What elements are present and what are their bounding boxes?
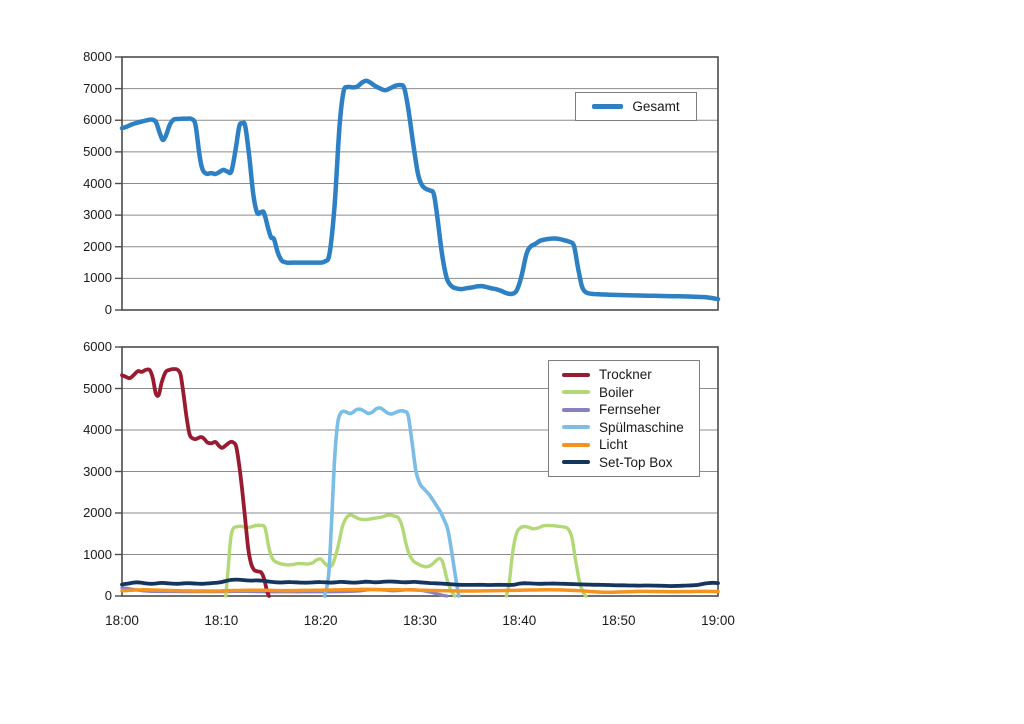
legend-swatch-boiler (562, 390, 590, 395)
x-axis-label: 18:50 (601, 613, 636, 628)
legend-label-gesamt: Gesamt (632, 99, 680, 114)
y-axis-label: 3000 (83, 463, 112, 479)
legend-swatch-gesamt (592, 104, 624, 109)
y-axis-label: 0 (104, 302, 112, 317)
series-line-trockner (120, 367, 271, 598)
plot-border (121, 346, 719, 597)
legend-swatch-set-top-box (562, 460, 590, 465)
y-axis-label: 2000 (83, 505, 112, 520)
plot-area-appliances (115, 346, 720, 598)
y-axis-label: 1000 (83, 270, 112, 286)
legend-label-fernseher: Fernseher (599, 402, 661, 418)
legend-label-trockner: Trockner (599, 367, 652, 383)
x-axis-label: 18:20 (303, 613, 338, 628)
plot-border (121, 56, 719, 311)
y-axis-label: 8000 (83, 49, 112, 64)
legend-label-sp-lmaschine: Spülmaschine (599, 419, 684, 435)
y-axis-label: 6000 (83, 339, 112, 354)
y-axis-label: 2000 (83, 238, 112, 254)
legend-swatch-licht (562, 442, 590, 447)
legend-item-fernseher: Fernseher (562, 401, 699, 419)
y-axis-label: 6000 (83, 112, 112, 128)
y-axis-label: 5000 (83, 143, 112, 159)
legend-label-licht: Licht (599, 437, 628, 453)
legend-swatch-sp-lmaschine (562, 425, 590, 430)
series-line-set-top-box (120, 577, 720, 588)
legend-appliances: Trockner Boiler Fernseher Spülmaschine Licht… (548, 360, 700, 477)
legend-item-licht: Licht (562, 436, 699, 454)
series-line-gesamt (119, 78, 721, 302)
legend-swatch-fernseher (562, 407, 590, 412)
x-axis-label: 18:00 (105, 613, 139, 628)
legend-item-set-top-box: Set-Top Box (562, 454, 699, 472)
series-line-boiler (504, 523, 588, 598)
legend-swatch-trockner (562, 372, 590, 377)
y-axis-label: 4000 (83, 175, 112, 191)
plot-area-gesamt (115, 56, 721, 311)
legend-item-boiler: Boiler (562, 384, 699, 402)
y-axis-label: 7000 (83, 80, 112, 96)
legend-item-gesamt: Gesamt (592, 98, 680, 116)
legend-gesamt: Gesamt (575, 92, 697, 121)
legend-label-set-top-box: Set-Top Box (599, 454, 673, 470)
series-line-licht (120, 587, 720, 595)
y-axis-label: 1000 (83, 546, 112, 562)
y-axis-label: 4000 (83, 422, 112, 437)
legend-item-trockner: Trockner (562, 366, 699, 384)
y-axis-label: 5000 (83, 380, 112, 396)
x-axis-label: 18:40 (502, 613, 537, 628)
legend-label-boiler: Boiler (599, 384, 634, 400)
legend-item-sp-lmaschine: Spülmaschine (562, 419, 699, 437)
series-line-sp-lmaschine (322, 406, 461, 598)
x-axis-label: 18:30 (403, 613, 437, 628)
series-line-boiler (224, 513, 457, 598)
y-axis-label: 3000 (83, 207, 112, 223)
x-axis-label: 19:00 (701, 613, 735, 628)
y-axis-label: 0 (104, 588, 112, 603)
x-axis-label: 18:10 (204, 613, 239, 628)
